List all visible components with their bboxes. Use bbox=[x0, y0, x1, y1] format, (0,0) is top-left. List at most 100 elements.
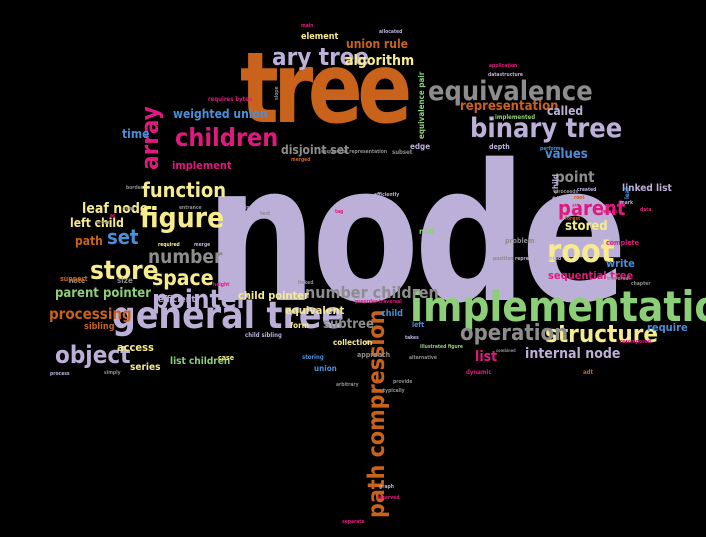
word-79: application bbox=[489, 63, 518, 69]
word-0: node bbox=[205, 124, 628, 345]
word-25: representation bbox=[460, 99, 559, 114]
word-60: size bbox=[117, 276, 133, 285]
word-74: subset bbox=[392, 149, 413, 156]
word-31: point bbox=[555, 168, 595, 186]
word-87: graph bbox=[379, 484, 394, 490]
word-64: left bbox=[412, 321, 425, 329]
word-53: sibling bbox=[84, 322, 115, 332]
word-92: combined bbox=[496, 348, 516, 353]
word-40: disjoint set bbox=[281, 143, 350, 157]
word-127: seek bbox=[123, 206, 135, 212]
word-116: merged bbox=[291, 157, 311, 163]
word-114: chapter bbox=[631, 281, 651, 287]
word-73: equivalence pair bbox=[417, 71, 426, 139]
word-55: collection bbox=[333, 338, 373, 347]
word-19: parent bbox=[558, 196, 626, 220]
word-76: child sibling bbox=[245, 332, 282, 339]
word-107: created bbox=[577, 187, 597, 193]
word-47: access bbox=[117, 341, 154, 354]
word-115: recomposed bbox=[620, 339, 651, 345]
word-46: implement bbox=[172, 159, 232, 172]
word-129: list bbox=[570, 202, 578, 208]
word-122: border bbox=[126, 185, 144, 191]
word-71: implemented bbox=[495, 114, 536, 121]
word-102: merge bbox=[194, 242, 211, 248]
word-95: position bbox=[493, 256, 514, 262]
word-105: height bbox=[213, 282, 230, 288]
word-111: leaf bbox=[624, 187, 631, 200]
word-10: operation bbox=[460, 321, 569, 346]
word-26: list bbox=[475, 349, 498, 365]
word-62: support bbox=[60, 275, 88, 283]
word-34: leaf node bbox=[82, 201, 149, 217]
word-38: child pointer bbox=[238, 289, 309, 302]
word-70: case bbox=[218, 354, 235, 362]
word-121: test bbox=[260, 211, 271, 217]
word-72: leftmost child bbox=[551, 173, 560, 230]
word-4: binary tree bbox=[470, 113, 623, 144]
word-69: complete bbox=[606, 239, 639, 247]
word-90: takes bbox=[405, 335, 419, 341]
word-68: problem bbox=[505, 237, 535, 245]
word-63: form bbox=[290, 321, 310, 330]
word-98: preorder traversal bbox=[355, 299, 402, 305]
word-81: branches bbox=[322, 70, 346, 76]
word-48: series bbox=[130, 362, 161, 373]
word-104: entrance bbox=[179, 205, 202, 211]
word-100: process bbox=[50, 371, 70, 377]
word-24: set bbox=[107, 225, 139, 249]
word-13: figure bbox=[140, 201, 225, 234]
word-22: algorithm bbox=[345, 53, 415, 69]
word-106: sequential representation bbox=[321, 149, 388, 155]
word-37: subtree bbox=[323, 317, 374, 332]
word-84: based bbox=[375, 280, 391, 286]
word-6: ary tree bbox=[272, 43, 370, 71]
word-14: function bbox=[142, 178, 227, 202]
word-44: require bbox=[647, 321, 688, 334]
word-7: equivalence bbox=[428, 76, 593, 107]
word-96: change bbox=[427, 257, 446, 263]
word-110: mark bbox=[620, 200, 633, 206]
word-23: union rule bbox=[346, 37, 408, 51]
word-86: typically bbox=[383, 388, 405, 394]
word-123: tag bbox=[335, 209, 344, 215]
word-109: return bbox=[601, 209, 618, 215]
word-57: edge bbox=[410, 142, 431, 151]
word-120: root bbox=[574, 195, 585, 201]
word-30: parent pointer bbox=[55, 286, 151, 301]
word-93: represent bbox=[515, 256, 540, 262]
word-17: pointer bbox=[152, 285, 249, 315]
word-59: null bbox=[419, 227, 435, 236]
word-35: left child bbox=[70, 216, 124, 230]
word-113: traversal bbox=[607, 276, 630, 282]
word-45: time bbox=[122, 127, 150, 141]
word-9: structure bbox=[545, 320, 659, 348]
word-101: simply bbox=[104, 370, 121, 376]
word-67: adt bbox=[583, 369, 594, 376]
word-82: main bbox=[301, 23, 314, 29]
word-41: equivalent bbox=[285, 304, 345, 317]
word-20: number bbox=[148, 246, 223, 268]
word-103: required bbox=[158, 242, 180, 248]
word-54: efficient bbox=[158, 295, 196, 305]
word-43: write bbox=[606, 257, 635, 270]
word-58: depth bbox=[489, 143, 510, 151]
word-126: ac bbox=[110, 213, 116, 219]
word-39: called bbox=[547, 104, 584, 118]
word-52: element bbox=[301, 32, 339, 42]
word-91: illustrated figure bbox=[420, 344, 463, 350]
word-1: tree bbox=[240, 32, 412, 146]
word-29: processing bbox=[49, 305, 132, 323]
word-128: order bbox=[96, 220, 110, 226]
word-21: number children bbox=[305, 283, 439, 302]
word-89: separate bbox=[342, 519, 365, 525]
word-112: data bbox=[640, 207, 652, 213]
word-94: represented bbox=[530, 256, 562, 262]
word-33: stored bbox=[565, 219, 608, 234]
word-16: space bbox=[152, 266, 214, 290]
word-124: performs bbox=[540, 146, 564, 152]
word-28: weighted union bbox=[173, 107, 268, 121]
word-51: linked list bbox=[622, 183, 672, 194]
word-78: datastructure bbox=[488, 72, 523, 78]
word-49: list children bbox=[170, 356, 231, 367]
